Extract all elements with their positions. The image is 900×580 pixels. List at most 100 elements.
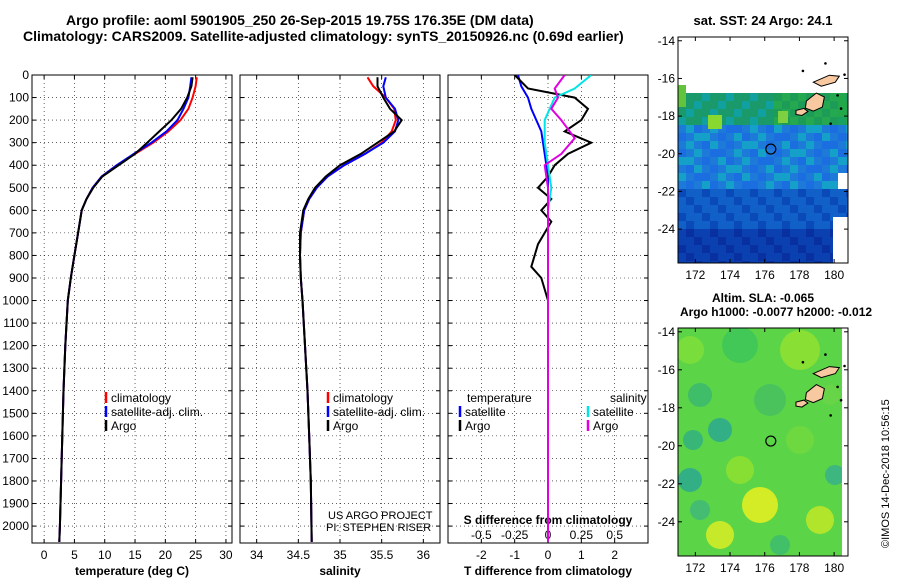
sst-cell [734, 93, 742, 101]
sst-cell [782, 197, 790, 205]
sst-cell [758, 189, 766, 197]
sst-cell [702, 229, 710, 237]
sst-cell [726, 253, 734, 261]
sst-cell [718, 253, 726, 261]
sst-cell [790, 229, 798, 237]
sst-cell [830, 149, 838, 157]
sst-cell [830, 125, 838, 133]
sst-cell [718, 93, 726, 101]
sst-cell [726, 165, 734, 173]
sst-cell [766, 245, 774, 253]
difference-xtick-label: 1 [578, 548, 585, 562]
sst-cell [742, 221, 750, 229]
depth-tick-label: 1200 [2, 339, 29, 353]
sst-cell [782, 173, 790, 181]
sla-map-argo-position-marker [765, 435, 777, 447]
sst-cell [694, 237, 702, 245]
sst-map-ytick-label: -24 [658, 222, 676, 236]
sst-cell [686, 149, 694, 157]
sst-cell [806, 261, 814, 263]
sst-cell [686, 173, 694, 181]
sst-cell [790, 181, 798, 189]
sst-cell [798, 125, 806, 133]
sst-cell [822, 141, 830, 149]
sst-cell [694, 117, 702, 125]
sst-cell [678, 197, 686, 205]
sst-cell [846, 133, 848, 141]
sst-cell [702, 93, 710, 101]
sst-cell [718, 109, 726, 117]
temp-legend-1-label: satellite-adj. clim. [111, 405, 203, 419]
sst-cell [742, 165, 750, 173]
sst-cell [686, 165, 694, 173]
difference-xtick-label: 2 [611, 548, 618, 562]
sst-cell [678, 205, 686, 213]
sst-cell [798, 197, 806, 205]
temperature-xtick-label: 0 [41, 548, 48, 562]
title-line-1: Argo profile: aoml 5901905_250 26-Sep-20… [66, 12, 534, 28]
sst-cell [750, 229, 758, 237]
sst-cell [710, 181, 718, 189]
sst-cell [758, 261, 766, 263]
sst-cell [750, 149, 758, 157]
sst-cell [742, 189, 750, 197]
sla-map-title: Altim. SLA: -0.065 [712, 291, 814, 305]
sst-cell [814, 213, 822, 221]
sla-anomaly-blob [726, 456, 754, 484]
sst-islet [829, 122, 832, 125]
sal-legend-0-label: climatology [333, 391, 393, 405]
sst-cell [742, 197, 750, 205]
sst-cell [726, 93, 734, 101]
sst-cell [790, 133, 798, 141]
sla-islet [843, 364, 846, 368]
sst-cell [790, 221, 798, 229]
sst-cell [718, 245, 726, 253]
sst-cell [766, 197, 774, 205]
sst-cell [790, 261, 798, 263]
sla-anomaly-blob [690, 500, 710, 520]
sst-cell [758, 133, 766, 141]
sst-cell [822, 133, 830, 141]
sst-cell [782, 189, 790, 197]
sst-cell [806, 229, 814, 237]
sst-cell [822, 229, 830, 237]
sst-cell [686, 181, 694, 189]
sst-cell [766, 229, 774, 237]
sla-map-subtitle: Argo h1000: -0.0077 h2000: -0.012 [680, 305, 872, 319]
diff-legend-salinity-title: salinity [610, 391, 647, 405]
sst-cell [774, 133, 782, 141]
sst-cell [718, 205, 726, 213]
sla-map-xtick-label: 172 [685, 561, 705, 575]
sst-cell [822, 125, 830, 133]
sst-cell [766, 261, 774, 263]
sst-cell [678, 189, 686, 197]
diff-legend-sal-argo-label: Argo [593, 419, 619, 433]
sst-cell [790, 253, 798, 261]
sst-cell [718, 213, 726, 221]
sst-cell [710, 221, 718, 229]
sst-cell [822, 253, 830, 261]
sst-cell [734, 133, 742, 141]
sst-cell [766, 93, 774, 101]
sst-cell [694, 189, 702, 197]
sst-cell [782, 141, 790, 149]
sst-cell [830, 133, 838, 141]
sst-cell [758, 117, 766, 125]
sst-cell [846, 125, 848, 133]
sst-cell [750, 261, 758, 263]
sst-cell [838, 133, 846, 141]
sst-cell [686, 93, 694, 101]
sst-cell [830, 173, 838, 181]
sst-cell [798, 149, 806, 157]
sst-cell [750, 245, 758, 253]
credit-project: US ARGO PROJECT [328, 510, 433, 522]
sla-anomaly-blob [820, 385, 840, 405]
sla-map-ytick-label: -22 [658, 477, 676, 491]
sst-cell [678, 221, 686, 229]
sst-cell [790, 125, 798, 133]
sst-cell [686, 125, 694, 133]
sst-cell [790, 205, 798, 213]
sla-anomaly-blob [683, 430, 703, 450]
sst-cell [678, 245, 686, 253]
sst-cell [774, 197, 782, 205]
